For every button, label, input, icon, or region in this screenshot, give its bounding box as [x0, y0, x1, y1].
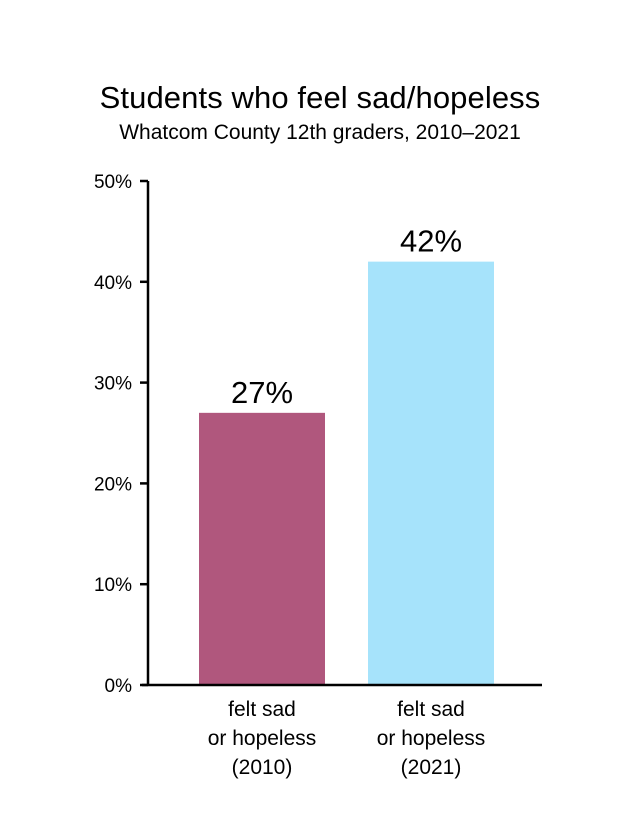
y-axis-ticks: 0% 10% 20% 30% 40% 50% — [94, 172, 148, 697]
bar-value-label: 42% — [400, 224, 462, 259]
bars — [199, 261, 494, 685]
y-tick-label: 50% — [94, 172, 132, 193]
y-tick-label: 0% — [105, 676, 133, 697]
x-category-label-line: felt sad — [397, 698, 465, 721]
x-category-label-line: or hopeless — [377, 727, 486, 750]
bar-value-labels: 27% 42% — [231, 224, 462, 410]
y-tick-label: 20% — [94, 474, 132, 495]
bar — [368, 261, 494, 685]
y-tick-label: 10% — [94, 575, 132, 596]
x-category-label-line: (2021) — [401, 756, 462, 779]
x-category-label-line: or hopeless — [208, 727, 317, 750]
x-axis-category-labels: felt sad or hopeless (2010) felt sad or hope… — [208, 698, 486, 779]
y-tick-label: 40% — [94, 273, 132, 294]
y-tick-label: 30% — [94, 374, 132, 395]
chart-subtitle: Whatcom County 12th graders, 2010–2021 — [119, 121, 521, 144]
bar-value-label: 27% — [231, 375, 293, 410]
chart-title: Students who feel sad/hopeless — [99, 80, 541, 115]
x-category-label-line: felt sad — [228, 698, 296, 721]
x-category-label-line: (2010) — [232, 756, 293, 779]
bar — [199, 412, 325, 685]
